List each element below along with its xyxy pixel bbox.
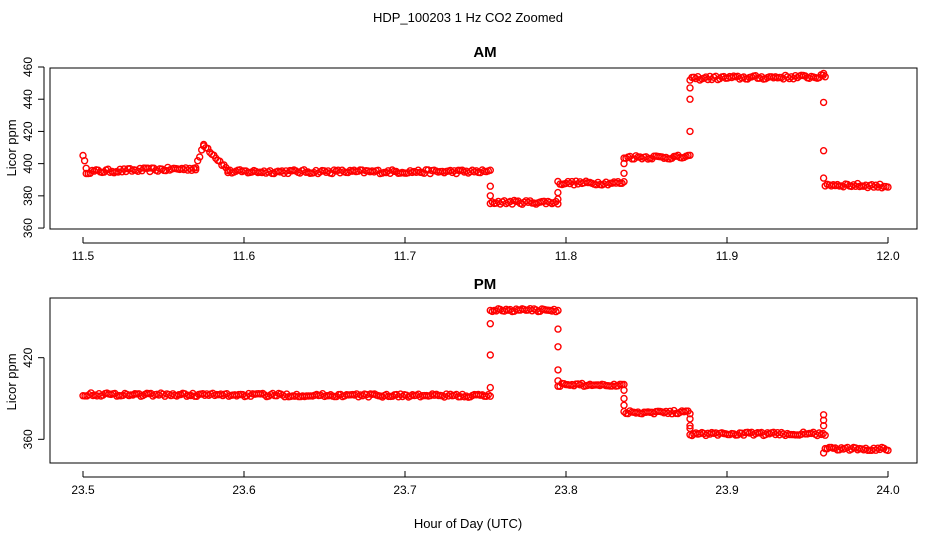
am-data-point [785, 74, 794, 83]
am-data-point [195, 153, 204, 161]
am-y-axis-label: Licor ppm [4, 119, 19, 176]
am-panel-title: AM [473, 44, 496, 61]
pm-panel: PM Licor ppm 23.5 23.6 23.7 23.8 23.9 24.0 360… [4, 276, 918, 497]
pm-x-tick-label: 23.5 [71, 483, 95, 497]
am-data-point [204, 144, 212, 153]
am-data-point [564, 177, 572, 186]
pm-axis-ticks: 23.5 23.6 23.7 23.8 23.9 24.0 360 420 [21, 347, 900, 497]
pm-transition-point [554, 325, 562, 333]
am-data-point [80, 156, 89, 165]
pm-transition-point [819, 449, 828, 457]
pm-transition-point [486, 351, 494, 359]
am-transition-point [554, 188, 562, 197]
am-data-point [870, 183, 878, 191]
am-transition-point [620, 159, 628, 168]
am-data-point [216, 157, 224, 165]
pm-data-point [554, 306, 562, 315]
am-x-tick-label: 11.6 [233, 249, 256, 263]
pm-transition-point [486, 383, 494, 392]
pm-transition-point [686, 424, 694, 433]
am-transition-point [620, 169, 628, 178]
am-y-tick-label: 380 [21, 186, 35, 206]
pm-transition-point [686, 422, 694, 430]
am-transition-point [686, 84, 694, 92]
am-transition-point [686, 127, 694, 136]
pm-y-tick-label: 420 [21, 347, 35, 367]
am-transition-point [819, 174, 828, 182]
am-axis-ticks: 11.5 11.6 11.7 11.8 11.9 12.0 360 380 400 420 440 4… [21, 57, 900, 263]
pm-y-axis-label: Licor ppm [4, 353, 19, 410]
pm-transition-point [819, 422, 828, 430]
am-y-tick-label: 360 [21, 218, 35, 238]
pm-transition-point [620, 401, 628, 409]
am-x-tick-label: 11.9 [716, 249, 739, 263]
pm-data-point [486, 392, 494, 400]
am-transition-point [819, 98, 828, 107]
am-data-point [566, 179, 574, 188]
pm-x-tick-label: 23.6 [232, 483, 256, 497]
am-transition-point [819, 146, 828, 155]
am-data-point [458, 166, 466, 174]
am-data-point [382, 168, 390, 177]
am-data-point [620, 177, 628, 186]
pm-data-point [821, 431, 829, 439]
pm-panel-title: PM [474, 276, 497, 293]
pm-transition-point [620, 386, 628, 394]
am-data-points [79, 69, 892, 208]
pm-y-tick-label: 360 [21, 429, 35, 449]
am-x-tick-label: 12.0 [876, 249, 900, 263]
pm-data-point [872, 446, 880, 454]
am-data-point [344, 168, 352, 177]
am-transition-point [486, 192, 494, 200]
pm-data-point [868, 446, 876, 454]
am-x-tick-label: 11.8 [555, 249, 578, 263]
figure-title: HDP_100203 1 Hz CO2 Zoomed [373, 10, 563, 25]
pm-data-point [686, 410, 694, 418]
pm-data-point [702, 431, 710, 440]
am-y-tick-label: 460 [21, 57, 35, 77]
pm-transition-point [686, 415, 694, 423]
pm-transition-point [554, 366, 562, 374]
am-transition-point [819, 69, 828, 78]
am-data-point [686, 151, 694, 160]
pm-x-tick-label: 23.7 [393, 483, 417, 497]
pm-transition-point [554, 343, 562, 351]
am-data-point [554, 200, 562, 208]
pm-data-point [664, 409, 672, 418]
am-data-point [884, 183, 892, 191]
pm-data-points [79, 305, 892, 457]
pm-transition-point [486, 320, 494, 328]
pm-data-point [354, 393, 363, 401]
pm-data-point [662, 407, 670, 416]
pm-x-tick-label: 23.8 [554, 483, 578, 497]
pm-data-point [884, 446, 892, 455]
am-x-tick-label: 11.7 [394, 249, 417, 263]
pm-transition-point [554, 377, 562, 385]
am-panel: AM Licor ppm 11.5 11.6 11.7 11.8 11.9 12.0 360… [4, 44, 918, 263]
pm-x-tick-label: 24.0 [876, 483, 900, 497]
am-plot-frame [49, 67, 918, 230]
pm-transition-point [620, 394, 628, 403]
pm-plot-frame [49, 297, 918, 464]
am-data-point [570, 181, 578, 189]
am-transition-point [686, 95, 694, 103]
am-data-point [668, 154, 676, 162]
pm-x-tick-label: 23.9 [715, 483, 739, 497]
am-data-point [446, 166, 454, 175]
am-y-tick-label: 420 [21, 121, 35, 141]
am-y-tick-label: 400 [21, 153, 35, 173]
am-y-tick-label: 440 [21, 89, 35, 109]
am-data-point [193, 156, 202, 165]
am-data-point [191, 164, 200, 172]
am-data-point [486, 166, 494, 174]
am-transition-point [486, 182, 494, 190]
x-axis-label: Hour of Day (UTC) [414, 516, 522, 531]
am-x-tick-label: 11.5 [72, 249, 95, 263]
